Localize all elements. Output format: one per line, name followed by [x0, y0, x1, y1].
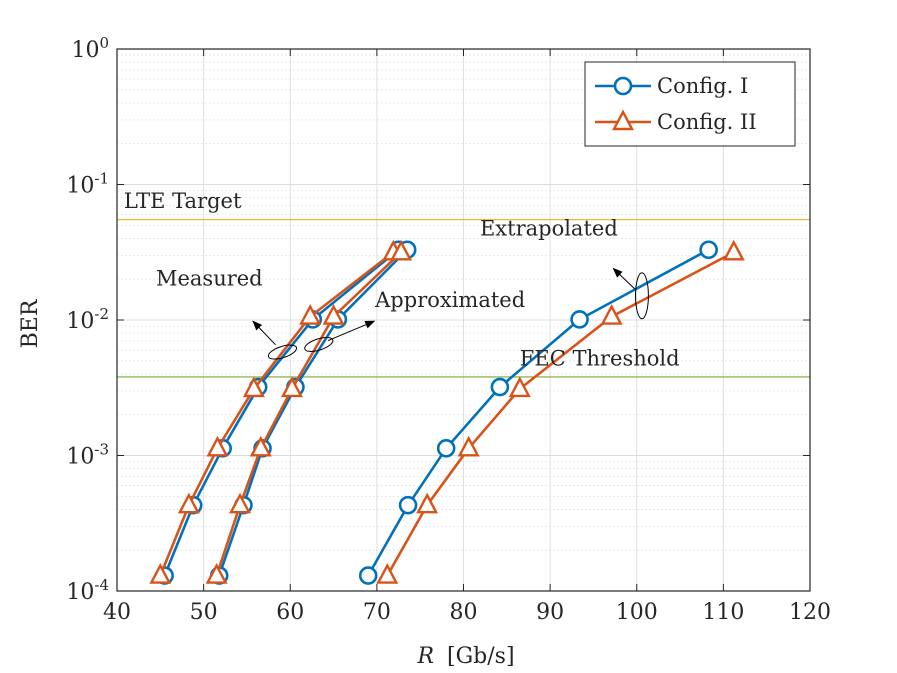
tick-labels: 40 50 60 70 80 90 100 110 120 10-4 10-3 10-2 10-1 100	[66, 34, 831, 625]
y-axis-label: BER	[18, 298, 43, 348]
legend-box	[584, 61, 796, 147]
legend-item-2: Config. II	[595, 109, 757, 134]
series-extrapolated-config-1	[358, 240, 718, 585]
series-layer	[149, 239, 745, 585]
x-tick-label: 90	[536, 600, 564, 625]
x-tick-label: 80	[450, 600, 478, 625]
data-point	[376, 562, 399, 584]
x-tick-label: 100	[616, 600, 658, 625]
data-point	[206, 435, 229, 457]
x-tick-label: 110	[702, 600, 744, 625]
series-approximated-config-2	[205, 239, 413, 584]
series-line	[159, 251, 395, 577]
annotation-arrow	[612, 267, 636, 290]
data-point	[398, 495, 418, 515]
data-point	[205, 562, 228, 584]
series-line	[367, 248, 710, 577]
y-tick-label: 10-3	[66, 441, 109, 470]
data-point	[699, 240, 718, 260]
data-point	[177, 492, 200, 514]
fec-threshold-label: FEC Threshold	[520, 347, 680, 371]
legend-label: Config. II	[657, 110, 757, 134]
x-tick-label: 60	[276, 600, 304, 625]
measured-label: Measured	[156, 266, 263, 290]
data-point	[457, 435, 480, 457]
series-line	[386, 251, 735, 577]
annotation-layer: LTE Target FEC Threshold Measured Approxima…	[124, 189, 680, 371]
triangle-marker-icon	[612, 109, 634, 131]
extrapolated-ellipse-icon	[634, 272, 649, 320]
data-point	[280, 376, 303, 398]
measured-ellipse-icon	[267, 344, 298, 360]
data-point	[229, 492, 252, 514]
series-line	[215, 251, 402, 577]
data-point	[416, 492, 439, 514]
data-point	[249, 435, 272, 457]
data-point	[436, 439, 456, 458]
data-point	[508, 376, 531, 398]
data-point	[242, 376, 265, 398]
data-point	[299, 304, 322, 325]
series-line	[217, 248, 409, 577]
x-axis-label: R [Gb/s]	[416, 644, 514, 669]
tick-marks	[116, 48, 811, 592]
approximated-ellipse-icon	[304, 336, 334, 352]
y-tick-label: 10-1	[66, 170, 109, 199]
y-tick-label: 10-4	[66, 576, 109, 605]
series-line	[163, 248, 400, 577]
x-tick-label: 120	[789, 600, 831, 625]
y-tick-label: 100	[71, 34, 109, 63]
approximated-label: Approximated	[374, 288, 525, 312]
series-extrapolated-config-2	[376, 239, 745, 584]
circle-marker-icon	[613, 76, 633, 96]
data-point	[358, 566, 378, 585]
x-tick-label: 40	[103, 600, 131, 625]
data-point	[149, 562, 172, 584]
data-point	[322, 304, 345, 325]
data-point	[390, 239, 413, 261]
data-point	[722, 239, 745, 261]
x-tick-label: 50	[190, 600, 218, 625]
data-point	[570, 310, 589, 329]
legend-item-1: Config. I	[595, 74, 748, 98]
extrapolated-label: Extrapolated	[480, 217, 618, 241]
lte-target-label: LTE Target	[124, 189, 242, 213]
data-point	[490, 377, 510, 397]
legend: Config. I Config. II	[584, 61, 796, 147]
y-tick-label: 10-2	[66, 305, 109, 334]
legend-label: Config. I	[657, 74, 748, 98]
annotation-arrow	[252, 320, 276, 346]
data-point	[600, 304, 623, 325]
reference-lines	[117, 219, 810, 378]
annotation-arrow	[327, 320, 376, 342]
x-tick-label: 70	[363, 600, 391, 625]
